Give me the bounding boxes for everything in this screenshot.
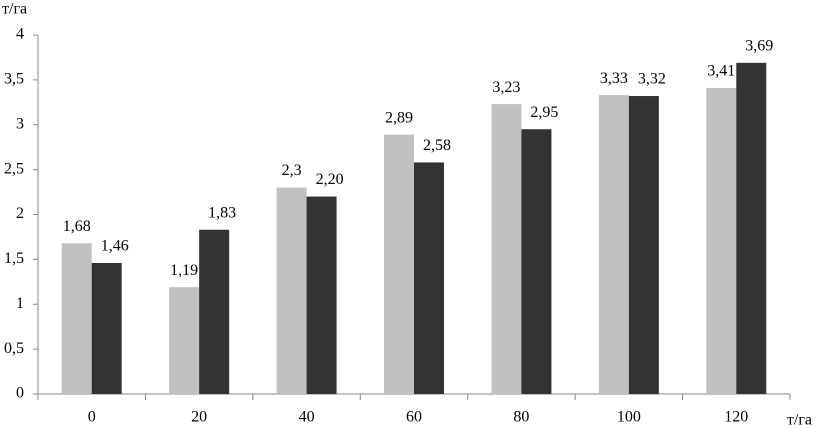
value-label: 2,95 bbox=[530, 104, 558, 121]
x-tick-label: 120 bbox=[724, 409, 748, 426]
bar bbox=[706, 87, 737, 394]
x-tick-label: 100 bbox=[617, 409, 641, 426]
y-tick-label: 2 bbox=[16, 205, 24, 222]
value-label: 2,3 bbox=[282, 162, 302, 179]
value-label: 1,19 bbox=[170, 262, 198, 279]
y-tick-label: 0,5 bbox=[4, 340, 24, 357]
value-label: 3,41 bbox=[707, 63, 735, 80]
bar bbox=[306, 196, 337, 394]
value-label: 3,32 bbox=[638, 71, 666, 88]
value-label: 3,23 bbox=[492, 79, 520, 96]
value-label: 3,69 bbox=[745, 37, 773, 54]
y-tick-label: 1,5 bbox=[4, 250, 24, 267]
y-tick-label: 3,5 bbox=[4, 71, 24, 88]
value-label: 2,58 bbox=[423, 137, 451, 154]
y-tick-label: 4 bbox=[16, 26, 24, 43]
value-label: 1,46 bbox=[101, 238, 129, 255]
bar bbox=[736, 62, 767, 394]
bar bbox=[91, 262, 122, 394]
bar bbox=[276, 187, 307, 394]
x-tick-label: 0 bbox=[88, 409, 96, 426]
x-tick-label: 20 bbox=[191, 409, 207, 426]
bar bbox=[628, 96, 659, 394]
bar bbox=[521, 129, 552, 395]
value-label: 1,83 bbox=[208, 204, 236, 221]
value-label: 2,20 bbox=[316, 171, 344, 188]
value-label: 1,68 bbox=[63, 218, 91, 235]
x-tick-label: 80 bbox=[513, 409, 529, 426]
y-axis-label: т/га bbox=[2, 1, 27, 18]
value-label: 2,89 bbox=[385, 109, 413, 126]
x-tick-label: 60 bbox=[406, 409, 422, 426]
x-axis-label: т/га bbox=[787, 412, 812, 429]
x-tick-label: 40 bbox=[299, 409, 315, 426]
bar bbox=[169, 287, 200, 394]
value-label: 3,33 bbox=[600, 70, 628, 87]
bar bbox=[491, 104, 522, 395]
y-tick-label: 0 bbox=[16, 385, 24, 402]
bar bbox=[414, 162, 444, 394]
bar bbox=[598, 95, 629, 394]
y-tick-label: 2,5 bbox=[4, 160, 24, 177]
bar bbox=[199, 229, 230, 394]
bar bbox=[61, 243, 92, 394]
bar bbox=[384, 134, 414, 394]
y-tick-label: 1 bbox=[16, 295, 24, 312]
y-tick-label: 3 bbox=[16, 115, 24, 132]
